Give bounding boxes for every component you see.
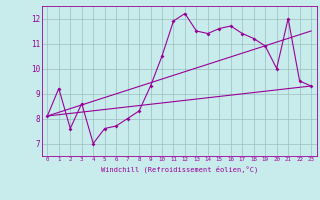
X-axis label: Windchill (Refroidissement éolien,°C): Windchill (Refroidissement éolien,°C)	[100, 165, 258, 173]
